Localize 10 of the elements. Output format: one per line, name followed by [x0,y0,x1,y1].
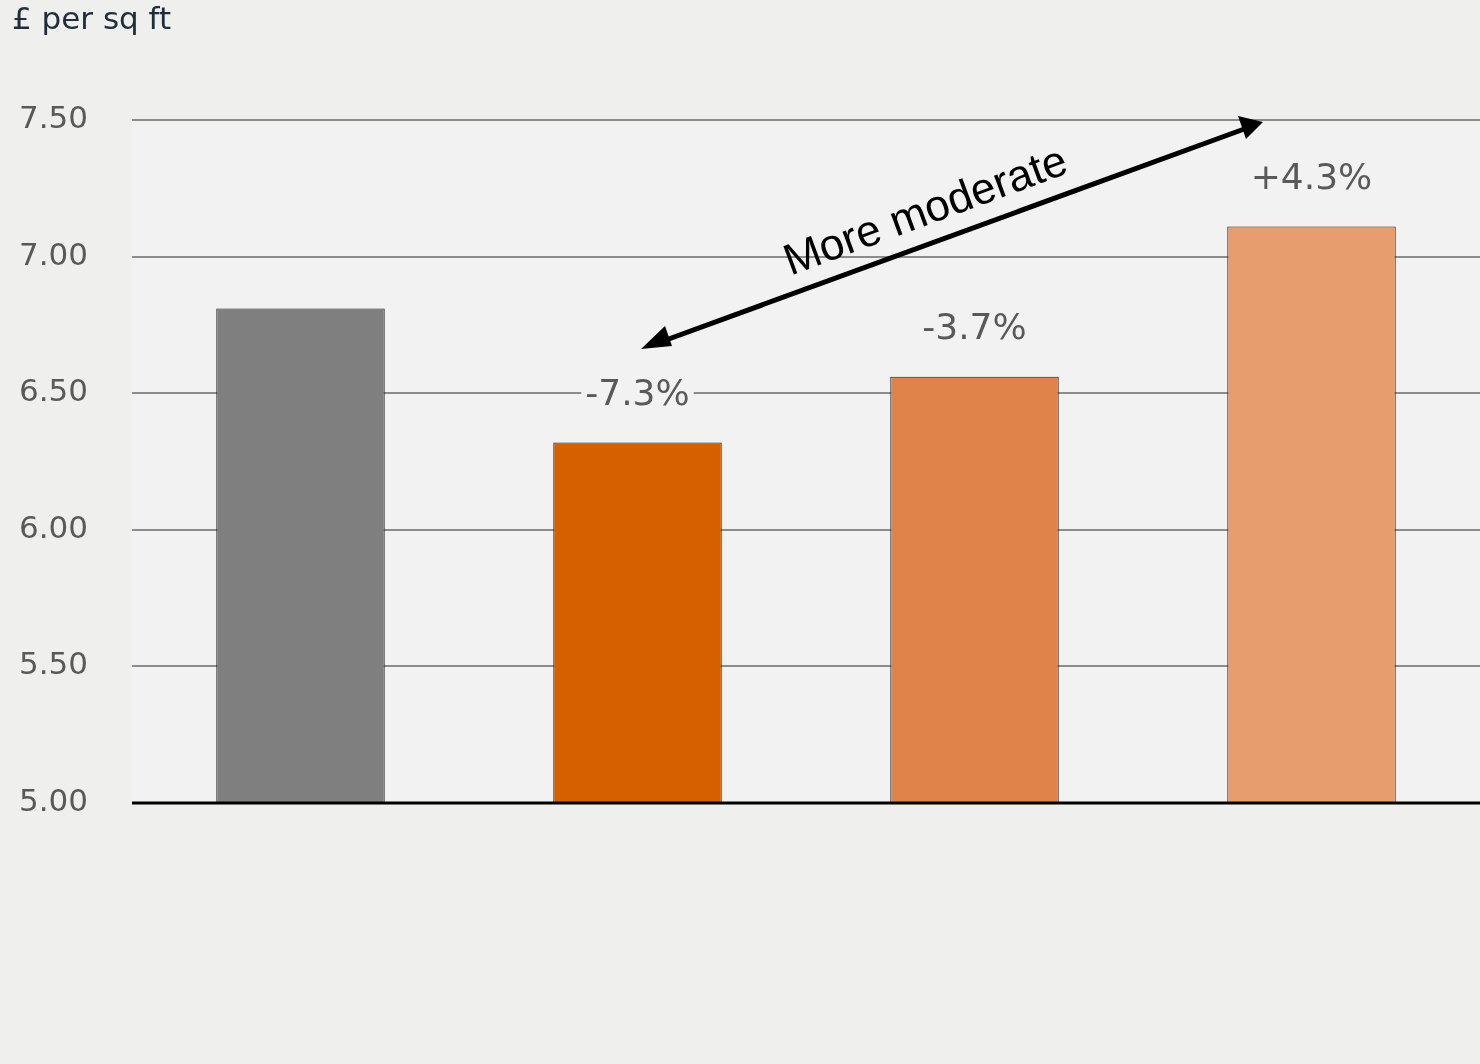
y-tick-label: 7.50 [18,99,88,136]
y-tick-label: 5.00 [18,782,88,819]
y-tick-label: 6.00 [18,508,88,545]
y-tick-label: 5.50 [18,645,88,682]
y-axis-title: £ per sq ft [12,0,172,36]
y-tick-label: 6.50 [18,372,88,409]
annotation: +4.3% [1250,155,1373,197]
annotation: -3.7% [922,306,1027,348]
y-tick-label: 7.00 [18,235,88,272]
annotation: -7.3% [585,371,690,413]
